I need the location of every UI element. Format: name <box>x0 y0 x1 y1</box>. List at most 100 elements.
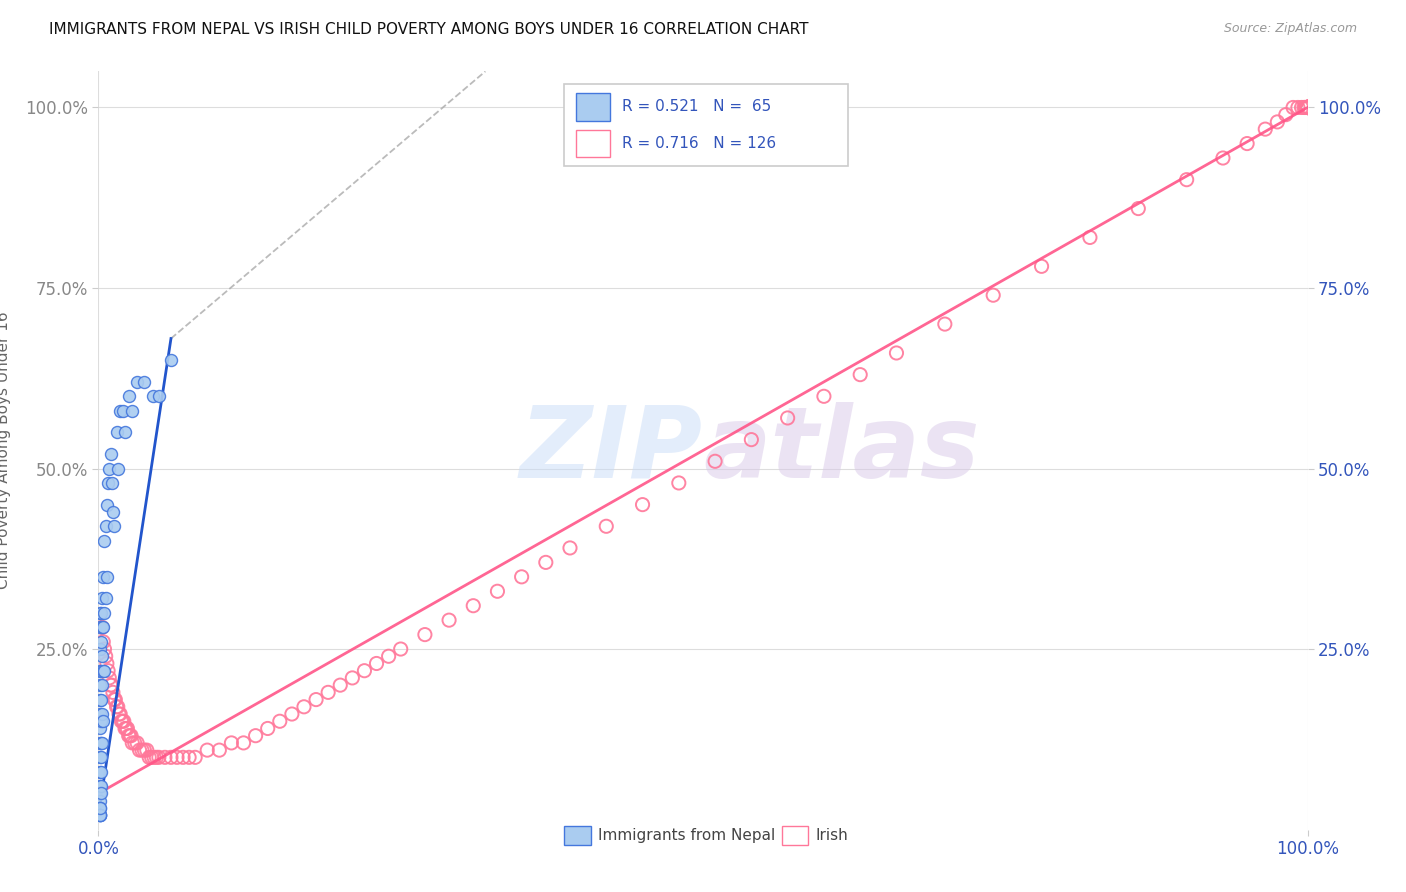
Point <box>135 743 157 757</box>
Point <box>105 699 128 714</box>
Point <box>108 706 131 721</box>
Point <box>1296 100 1319 114</box>
Point <box>1294 100 1316 114</box>
Point <box>1296 100 1319 114</box>
Point <box>91 664 114 678</box>
Point <box>1078 230 1101 244</box>
Point <box>91 591 114 606</box>
Point <box>1212 151 1234 165</box>
Point <box>93 533 115 548</box>
Point <box>112 714 135 729</box>
Point <box>108 403 131 417</box>
Point <box>179 750 201 764</box>
Point <box>329 678 352 692</box>
Point <box>114 425 136 440</box>
Point <box>90 664 112 678</box>
Point <box>1296 100 1319 114</box>
Point <box>111 714 134 729</box>
Point <box>117 722 139 736</box>
Point <box>89 801 111 815</box>
Point <box>148 750 170 764</box>
Point <box>143 750 166 764</box>
Point <box>1292 100 1315 114</box>
Point <box>134 743 156 757</box>
Point <box>120 729 142 743</box>
Bar <box>564 826 591 845</box>
Point <box>1296 100 1319 114</box>
Point <box>89 722 111 736</box>
Point <box>97 664 120 678</box>
Point <box>98 461 121 475</box>
Point <box>127 736 149 750</box>
Point <box>121 403 143 417</box>
Point <box>118 389 141 403</box>
Point <box>96 498 118 512</box>
Point <box>93 606 115 620</box>
Bar <box>782 826 808 845</box>
Point <box>91 620 114 634</box>
Bar <box>576 94 610 120</box>
Point <box>1296 100 1319 114</box>
Point <box>91 635 114 649</box>
Point <box>89 764 111 779</box>
Point <box>141 750 163 764</box>
Y-axis label: Child Poverty Among Boys Under 16: Child Poverty Among Boys Under 16 <box>0 311 11 590</box>
Point <box>107 699 129 714</box>
Point <box>160 353 183 368</box>
Text: Source: ZipAtlas.com: Source: ZipAtlas.com <box>1223 22 1357 36</box>
Point <box>115 722 138 736</box>
Point <box>1128 202 1150 216</box>
Point <box>111 403 134 417</box>
Point <box>1296 100 1319 114</box>
Text: IMMIGRANTS FROM NEPAL VS IRISH CHILD POVERTY AMONG BOYS UNDER 16 CORRELATION CHA: IMMIGRANTS FROM NEPAL VS IRISH CHILD POV… <box>49 22 808 37</box>
Point <box>1296 100 1319 114</box>
Point <box>90 714 112 729</box>
Point <box>1282 100 1305 114</box>
Point <box>1296 100 1319 114</box>
Point <box>813 389 835 403</box>
Point <box>93 664 115 678</box>
Point <box>90 736 112 750</box>
Point <box>1296 100 1319 114</box>
Point <box>91 620 114 634</box>
Point <box>166 750 188 764</box>
Point <box>486 584 509 599</box>
Point <box>110 714 132 729</box>
Point <box>353 664 375 678</box>
Point <box>89 808 111 822</box>
Point <box>668 475 690 490</box>
Point <box>1296 100 1319 114</box>
Point <box>89 678 111 692</box>
Point <box>1296 100 1319 114</box>
Point <box>981 288 1004 302</box>
Point <box>104 692 127 706</box>
Point <box>1296 100 1319 114</box>
Point <box>1275 108 1298 122</box>
Point <box>145 750 167 764</box>
FancyBboxPatch shape <box>564 84 848 166</box>
Point <box>1296 100 1319 114</box>
Point <box>1296 100 1319 114</box>
Point <box>305 692 328 706</box>
Point <box>1296 100 1319 114</box>
Point <box>221 736 243 750</box>
Text: R = 0.716   N = 126: R = 0.716 N = 126 <box>621 136 776 151</box>
Point <box>245 729 267 743</box>
Point <box>1175 172 1198 186</box>
Point <box>90 692 112 706</box>
Point <box>1296 100 1319 114</box>
Point <box>89 787 111 801</box>
Point <box>1296 100 1319 114</box>
Point <box>256 722 278 736</box>
Point <box>292 699 315 714</box>
Point <box>91 706 114 721</box>
Point <box>1236 136 1258 151</box>
Point <box>103 692 125 706</box>
Point <box>89 692 111 706</box>
Point <box>1296 100 1319 114</box>
Point <box>108 706 131 721</box>
Point <box>1296 100 1319 114</box>
Point <box>510 570 533 584</box>
Point <box>316 685 339 699</box>
Point <box>142 389 165 403</box>
